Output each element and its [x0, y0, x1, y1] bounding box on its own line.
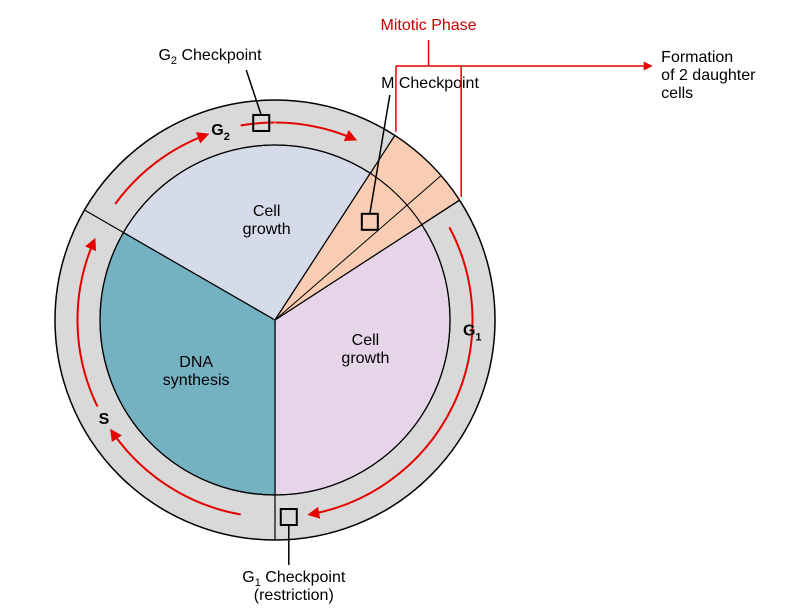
g1-checkpoint-label: G1 Checkpoint	[242, 569, 346, 589]
formation-label: Formationof 2 daughtercells	[661, 49, 756, 102]
mitotic-phase-label: Mitotic Phase	[381, 17, 477, 34]
cell-cycle-diagram: G1SG2 CellgrowthDNAsynthesisCellgrowth G…	[0, 0, 800, 611]
s-phase-label: S	[99, 411, 110, 428]
g2-checkpoint-label: G2 Checkpoint	[158, 47, 262, 67]
g1-checkpoint-label2: (restriction)	[254, 587, 334, 604]
